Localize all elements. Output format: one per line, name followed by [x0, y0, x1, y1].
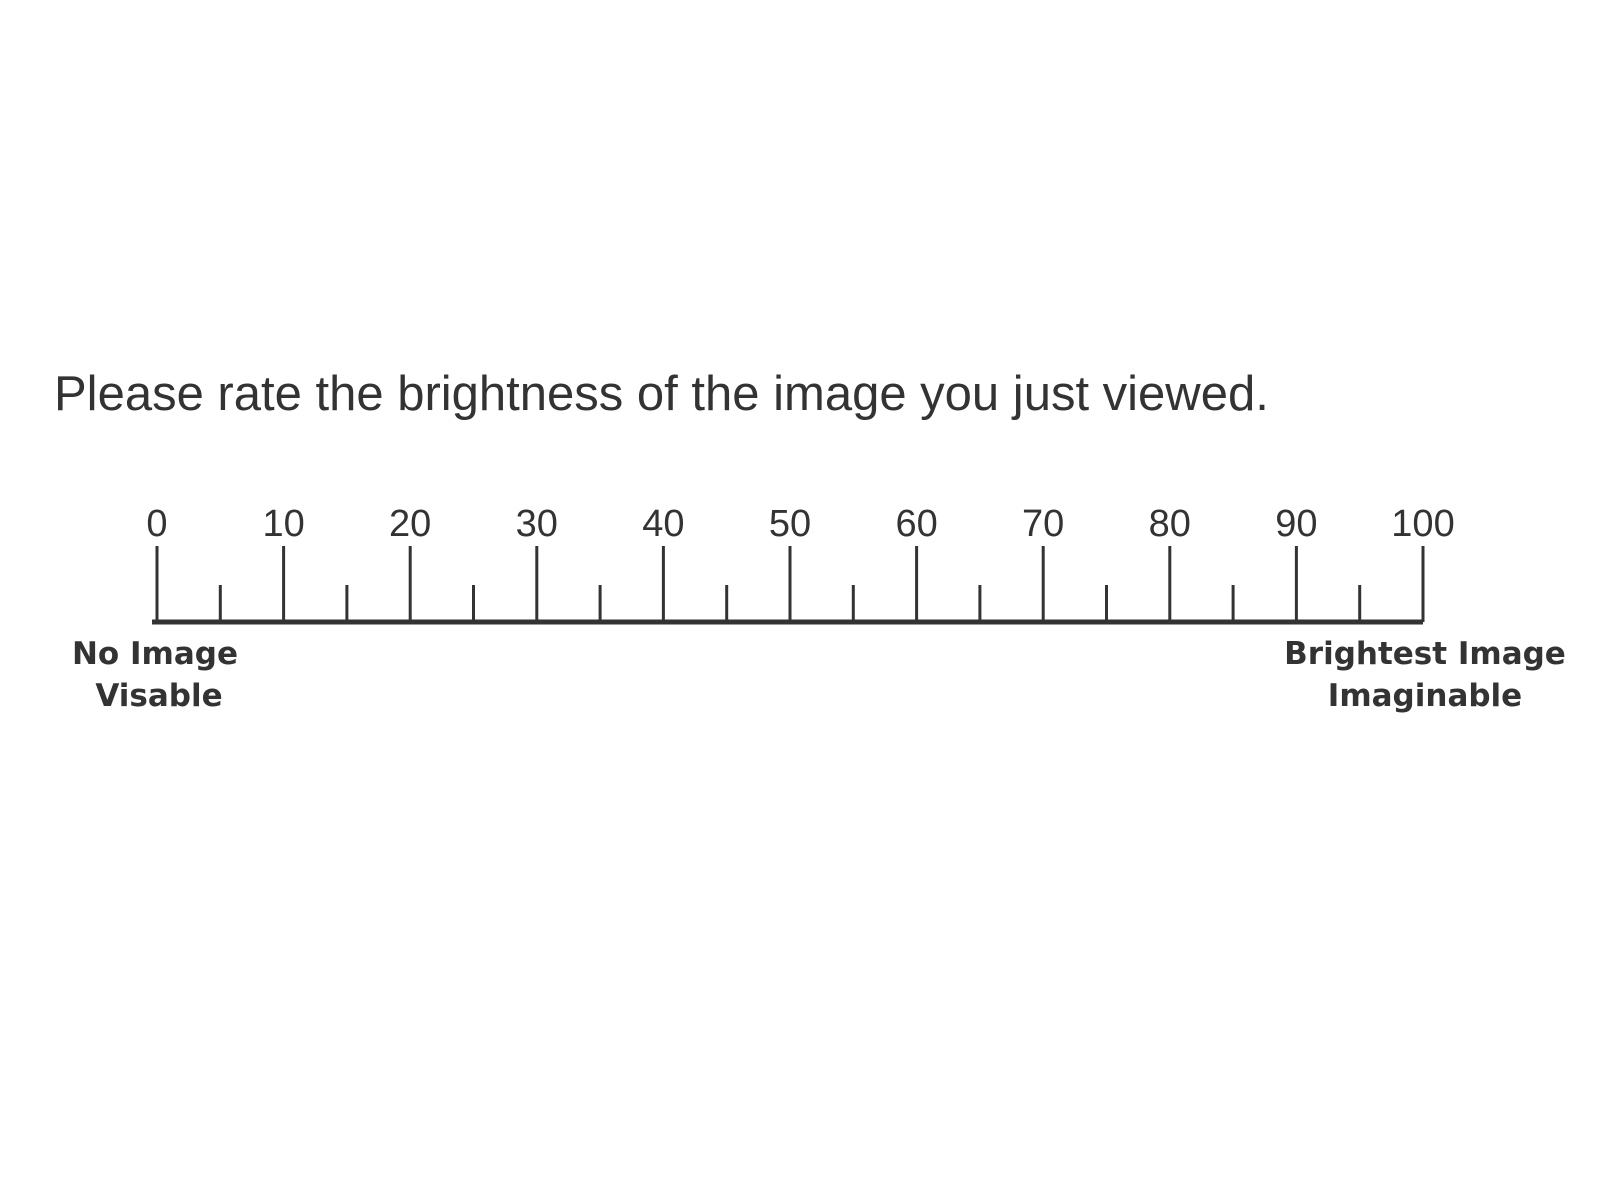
high-anchor-line-2: Imaginable: [1328, 678, 1522, 714]
tick-label: 40: [642, 503, 684, 545]
tick-label: 50: [769, 503, 811, 545]
tick-label: 70: [1022, 503, 1064, 545]
tick-label: 0: [146, 503, 167, 545]
tick-label: 30: [516, 503, 558, 545]
high-anchor-line-1: Brightest Image: [1284, 636, 1566, 672]
tick-label: 10: [262, 503, 304, 545]
scale-tick-labels: 0 10 20 30 40 50 60 70 80 90 100: [146, 503, 1454, 545]
tick-label: 90: [1275, 503, 1317, 545]
low-anchor-line-2: Visable: [95, 678, 222, 714]
tick-label: 100: [1391, 503, 1454, 545]
scale-ticks: [157, 546, 1423, 622]
tick-label: 60: [895, 503, 937, 545]
low-anchor-line-1: No Image: [72, 636, 238, 672]
tick-label: 20: [389, 503, 431, 545]
tick-label: 80: [1149, 503, 1191, 545]
